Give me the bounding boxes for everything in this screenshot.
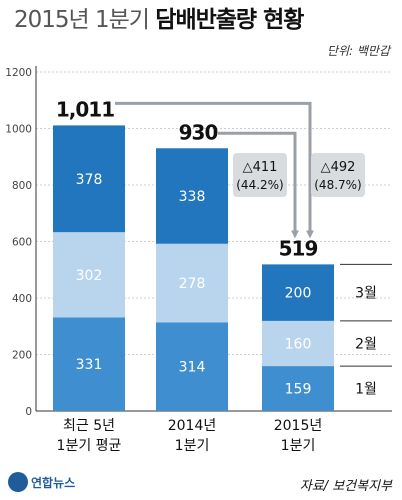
total-label: 930 bbox=[179, 120, 218, 144]
bar-segment bbox=[53, 125, 125, 233]
category-label: 1분기 bbox=[281, 438, 316, 454]
decrease-value: △492 bbox=[321, 160, 356, 175]
logo-mark-icon bbox=[8, 472, 28, 492]
category-label: 2015년 bbox=[274, 418, 323, 434]
category-label: 1분기 bbox=[175, 438, 210, 454]
data-label: 302 bbox=[76, 268, 103, 284]
total-label: 1,011 bbox=[56, 97, 114, 121]
title-topic: 담배반출량 현황 bbox=[155, 7, 304, 33]
decrease-box bbox=[311, 153, 365, 197]
total-label: 519 bbox=[279, 236, 318, 260]
data-label: 331 bbox=[76, 357, 103, 373]
data-label: 338 bbox=[179, 189, 206, 205]
decrease-arrow bbox=[115, 101, 314, 239]
bar-segment bbox=[156, 322, 228, 411]
data-label: 159 bbox=[285, 382, 312, 398]
legend-entry: 1월 bbox=[355, 382, 377, 398]
logo: 연합뉴스 bbox=[8, 472, 75, 492]
bar-segment bbox=[156, 148, 228, 244]
y-tick-label: 600 bbox=[12, 237, 32, 249]
page-title: 2015년 1분기 담배반출량 현황 bbox=[14, 5, 304, 35]
decrease-arrow bbox=[218, 131, 299, 239]
title-prefix: 2015년 1분기 bbox=[14, 7, 150, 33]
decrease-pct: (48.7%) bbox=[314, 178, 361, 192]
category-label: 최근 5년 bbox=[63, 418, 115, 434]
legend-entry: 2월 bbox=[355, 336, 377, 352]
data-label: 200 bbox=[285, 286, 312, 302]
bar-segment bbox=[262, 320, 334, 367]
bar-segment bbox=[156, 243, 228, 323]
y-tick-label: 1200 bbox=[5, 67, 32, 79]
decrease-value: △411 bbox=[243, 160, 278, 175]
bar-segment bbox=[53, 317, 125, 411]
category-label: 2014년 bbox=[168, 418, 217, 434]
data-label: 314 bbox=[179, 360, 206, 376]
y-tick-label: 400 bbox=[12, 293, 32, 305]
y-tick-label: 1000 bbox=[5, 124, 32, 136]
bar-segment bbox=[262, 366, 334, 411]
category-label: 1분기 평균 bbox=[57, 438, 122, 454]
bar-segment bbox=[53, 232, 125, 318]
legend-entry: 3월 bbox=[355, 286, 377, 302]
logo-text: 연합뉴스 bbox=[31, 475, 76, 490]
data-label: 160 bbox=[285, 336, 312, 352]
bar-segment bbox=[262, 264, 334, 321]
data-label: 378 bbox=[76, 172, 103, 188]
y-tick-label: 0 bbox=[25, 406, 32, 418]
decrease-pct: (44.2%) bbox=[236, 178, 283, 192]
unit-label: 단위: 백만갑 bbox=[326, 44, 390, 58]
decrease-box bbox=[233, 153, 287, 197]
data-label: 278 bbox=[179, 276, 206, 292]
y-tick-label: 800 bbox=[12, 180, 32, 192]
y-tick-label: 200 bbox=[12, 350, 32, 362]
source-label: 자료/ 보건복지부 bbox=[299, 479, 392, 494]
